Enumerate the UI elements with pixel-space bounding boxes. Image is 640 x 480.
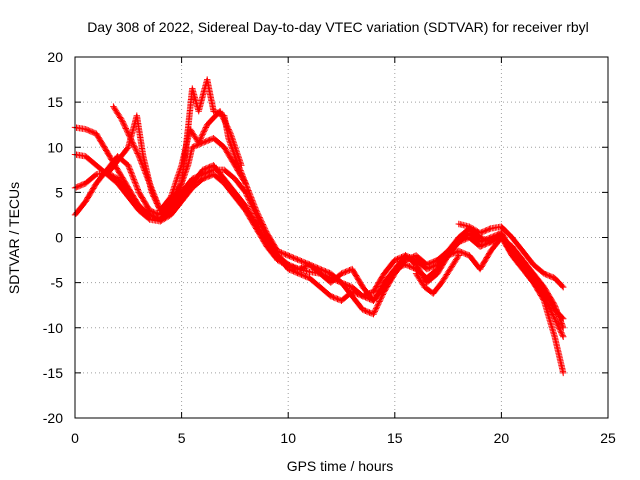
- grid: [75, 57, 608, 418]
- series-markers: [71, 151, 567, 377]
- series-track-6: [103, 108, 245, 214]
- series-track-1: [71, 124, 567, 322]
- y-tick-label: -5: [51, 275, 64, 291]
- x-tick-label: 20: [494, 430, 510, 446]
- data-series-group: [71, 76, 567, 377]
- tick-marks: [74, 56, 609, 419]
- y-tick-label: -20: [43, 410, 63, 426]
- series-markers: [103, 108, 245, 214]
- y-tick-label: 0: [55, 230, 63, 246]
- x-tick-label: 10: [280, 430, 296, 446]
- series-markers: [71, 124, 567, 322]
- x-axis-title: GPS time / hours: [287, 458, 394, 474]
- x-tick-label: 5: [178, 430, 186, 446]
- series-markers: [412, 252, 462, 297]
- series-markers: [455, 220, 567, 291]
- x-tick-label: 0: [71, 430, 79, 446]
- y-axis-title: SDTVAR / TECUs: [6, 182, 22, 294]
- y-tick-label: 10: [47, 139, 63, 155]
- plot-frame: [74, 56, 609, 419]
- x-tick-labels: 0 5 10 15 20 25: [71, 430, 616, 446]
- y-tick-label: -10: [43, 320, 63, 336]
- series-track-2: [71, 151, 567, 377]
- series-track-7: [455, 220, 567, 291]
- chart-title: Day 308 of 2022, Sidereal Day-to-day VTE…: [87, 19, 589, 35]
- y-tick-label: 20: [47, 49, 63, 65]
- y-tick-label: 5: [55, 184, 63, 200]
- series-track-8: [412, 252, 462, 297]
- x-tick-label: 15: [387, 430, 403, 446]
- x-tick-label: 25: [600, 430, 616, 446]
- y-tick-label: -15: [43, 365, 63, 381]
- y-tick-label: 15: [47, 94, 63, 110]
- y-tick-labels: -20 -15 -10 -5 0 5 10 15 20: [43, 49, 63, 426]
